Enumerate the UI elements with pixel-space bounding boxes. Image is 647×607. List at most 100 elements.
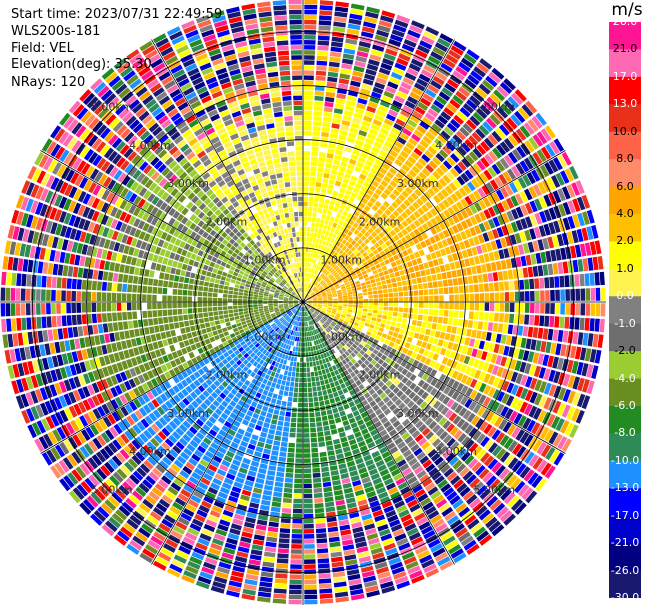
- velocity-cell: [87, 397, 96, 409]
- velocity-cell: [469, 293, 475, 302]
- velocity-cell: [591, 225, 599, 239]
- velocity-cell: [254, 408, 261, 415]
- velocity-cell: [336, 330, 342, 336]
- velocity-cell: [554, 276, 560, 288]
- velocity-cell: [346, 264, 352, 270]
- velocity-cell: [325, 214, 331, 221]
- velocity-cell: [279, 410, 286, 416]
- velocity-cell: [119, 331, 125, 340]
- velocity-cell: [235, 416, 243, 423]
- velocity-cell: [443, 376, 451, 385]
- velocity-cell: [415, 545, 428, 555]
- velocity-cell: [448, 49, 462, 60]
- velocity-cell: [515, 219, 523, 231]
- velocity-cell: [326, 291, 332, 295]
- velocity-cell: [424, 482, 436, 492]
- velocity-cell: [342, 177, 350, 184]
- velocity-cell: [268, 429, 276, 435]
- velocity-cell: [330, 268, 335, 274]
- velocity-cell: [509, 410, 518, 422]
- velocity-cell: [135, 337, 142, 346]
- velocity-cell: [324, 430, 331, 436]
- velocity-cell: [288, 442, 295, 448]
- velocity-cell: [589, 349, 597, 363]
- velocity-cell: [569, 424, 579, 439]
- velocity-cell: [255, 380, 262, 387]
- velocity-cell: [306, 305, 310, 309]
- velocity-cell: [109, 332, 116, 342]
- velocity-cell: [257, 596, 271, 603]
- velocity-cell: [294, 336, 298, 342]
- velocity-cell: [208, 416, 217, 424]
- velocity-cell: [338, 349, 344, 355]
- velocity-cell: [571, 408, 581, 422]
- velocity-cell: [448, 182, 458, 192]
- velocity-cell: [285, 328, 290, 333]
- velocity-cell: [422, 135, 433, 145]
- velocity-cell: [382, 310, 388, 315]
- velocity-cell: [471, 178, 480, 189]
- velocity-cell: [148, 471, 160, 482]
- velocity-cell: [452, 94, 464, 106]
- velocity-cell: [440, 347, 447, 356]
- velocity-cell: [374, 227, 382, 235]
- velocity-cell: [460, 142, 471, 153]
- velocity-cell: [469, 115, 481, 127]
- velocity-cell: [303, 282, 305, 287]
- velocity-cell: [429, 360, 436, 368]
- velocity-cell: [293, 303, 299, 305]
- velocity-cell: [320, 280, 324, 285]
- velocity-cell: [303, 85, 314, 91]
- velocity-cell: [322, 208, 328, 215]
- velocity-cell: [471, 348, 478, 358]
- velocity-cell: [333, 113, 342, 120]
- velocity-cell: [324, 287, 330, 291]
- velocity-cell: [291, 320, 295, 325]
- velocity-cell: [442, 366, 450, 375]
- velocity-cell: [439, 560, 454, 571]
- velocity-cell: [245, 516, 256, 524]
- velocity-cell: [387, 283, 393, 289]
- velocity-cell: [506, 424, 517, 436]
- velocity-cell: [278, 306, 284, 309]
- velocity-cell: [450, 118, 461, 129]
- velocity-cell: [361, 169, 369, 176]
- velocity-cell: [279, 451, 287, 457]
- velocity-cell: [315, 523, 326, 529]
- velocity-cell: [465, 439, 475, 450]
- velocity-cell: [403, 355, 411, 362]
- velocity-cell: [414, 106, 426, 116]
- velocity-cell: [215, 528, 228, 537]
- velocity-cell: [437, 460, 448, 470]
- velocity-cell: [352, 526, 364, 534]
- velocity-cell: [407, 29, 421, 39]
- velocity-cell: [372, 86, 384, 95]
- velocity-cell: [348, 417, 356, 424]
- velocity-cell: [175, 427, 185, 437]
- velocity-cell: [312, 131, 321, 137]
- velocity-cell: [383, 270, 389, 276]
- velocity-cell: [281, 508, 292, 514]
- velocity-cell: [409, 253, 416, 260]
- velocity-cell: [303, 292, 305, 297]
- velocity-cell: [194, 513, 206, 523]
- velocity-cell: [416, 78, 428, 88]
- velocity-cell: [119, 382, 128, 393]
- velocity-cell: [328, 283, 333, 287]
- velocity-cell: [363, 481, 373, 489]
- velocity-cell: [477, 234, 485, 244]
- velocity-cell: [287, 355, 292, 361]
- velocity-cell: [354, 489, 365, 497]
- velocity-cell: [319, 343, 324, 349]
- velocity-cell: [185, 532, 198, 541]
- velocity-cell: [313, 303, 318, 305]
- velocity-cell: [244, 521, 255, 529]
- velocity-cell: [418, 308, 424, 315]
- velocity-cell: [459, 467, 470, 478]
- velocity-cell: [184, 320, 190, 327]
- velocity-cell: [321, 292, 326, 295]
- velocity-cell: [254, 311, 259, 315]
- velocity-cell: [318, 568, 331, 574]
- velocity-cell: [409, 570, 423, 580]
- velocity-cell: [248, 335, 254, 340]
